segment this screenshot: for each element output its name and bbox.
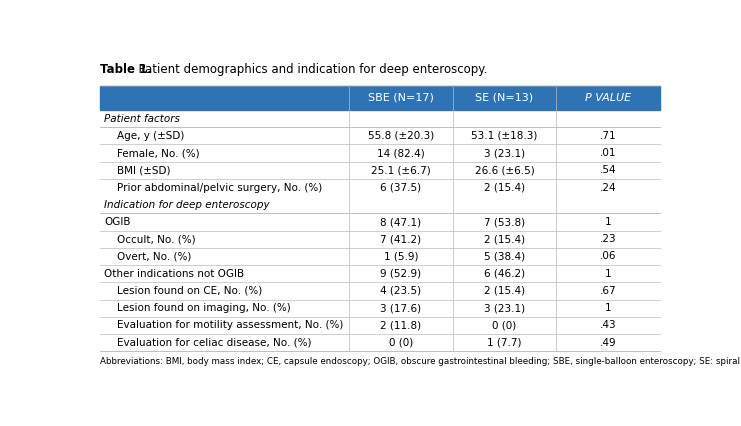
Text: Other indications not OGIB: Other indications not OGIB bbox=[104, 269, 245, 279]
Text: Evaluation for celiac disease, No. (%): Evaluation for celiac disease, No. (%) bbox=[117, 338, 311, 348]
Text: Table 1.: Table 1. bbox=[99, 63, 151, 75]
Text: 0 (0): 0 (0) bbox=[389, 338, 413, 348]
Text: 6 (46.2): 6 (46.2) bbox=[484, 269, 525, 279]
Text: .71: .71 bbox=[600, 131, 617, 141]
Text: 26.6 (±6.5): 26.6 (±6.5) bbox=[474, 165, 534, 176]
Text: Prior abdominal/pelvic surgery, No. (%): Prior abdominal/pelvic surgery, No. (%) bbox=[117, 183, 322, 193]
Text: 4 (23.5): 4 (23.5) bbox=[380, 286, 422, 296]
Text: 8 (47.1): 8 (47.1) bbox=[380, 217, 422, 227]
Text: 3 (17.6): 3 (17.6) bbox=[380, 303, 422, 313]
Text: 14 (82.4): 14 (82.4) bbox=[377, 148, 425, 158]
Text: SE (N=13): SE (N=13) bbox=[476, 93, 534, 103]
Bar bbox=[99, 213, 660, 230]
Text: .06: .06 bbox=[600, 251, 617, 262]
Text: OGIB: OGIB bbox=[104, 217, 130, 227]
Bar bbox=[99, 265, 660, 282]
Bar bbox=[99, 282, 660, 299]
Bar bbox=[99, 230, 660, 248]
Bar bbox=[99, 162, 660, 179]
Bar bbox=[99, 248, 660, 265]
Text: .01: .01 bbox=[600, 148, 617, 158]
Text: .67: .67 bbox=[600, 286, 617, 296]
Text: 25.1 (±6.7): 25.1 (±6.7) bbox=[371, 165, 431, 176]
Text: SBE (N=17): SBE (N=17) bbox=[368, 93, 433, 103]
Text: 3 (23.1): 3 (23.1) bbox=[484, 148, 525, 158]
Text: .54: .54 bbox=[600, 165, 617, 176]
Text: 53.1 (±18.3): 53.1 (±18.3) bbox=[471, 131, 538, 141]
Text: Patient demographics and indication for deep enteroscopy.: Patient demographics and indication for … bbox=[130, 63, 487, 75]
Text: Lesion found on imaging, No. (%): Lesion found on imaging, No. (%) bbox=[117, 303, 290, 313]
Text: Abbreviations: BMI, body mass index; CE, capsule endoscopy; OGIB, obscure gastro: Abbreviations: BMI, body mass index; CE,… bbox=[99, 357, 741, 366]
Text: .24: .24 bbox=[600, 183, 617, 193]
Text: 2 (15.4): 2 (15.4) bbox=[484, 234, 525, 244]
Bar bbox=[99, 179, 660, 196]
Text: Evaluation for motility assessment, No. (%): Evaluation for motility assessment, No. … bbox=[117, 320, 343, 331]
Text: Overt, No. (%): Overt, No. (%) bbox=[117, 251, 191, 262]
Text: .23: .23 bbox=[600, 234, 617, 244]
Bar bbox=[99, 144, 660, 162]
Text: 2 (15.4): 2 (15.4) bbox=[484, 286, 525, 296]
Text: P VALUE: P VALUE bbox=[585, 93, 631, 103]
Text: 1: 1 bbox=[605, 217, 611, 227]
Text: 6 (37.5): 6 (37.5) bbox=[380, 183, 422, 193]
Bar bbox=[99, 299, 660, 317]
Text: BMI (±SD): BMI (±SD) bbox=[117, 165, 170, 176]
Bar bbox=[99, 334, 660, 351]
Text: 1: 1 bbox=[605, 269, 611, 279]
Text: Female, No. (%): Female, No. (%) bbox=[117, 148, 199, 158]
Text: Lesion found on CE, No. (%): Lesion found on CE, No. (%) bbox=[117, 286, 262, 296]
Text: .43: .43 bbox=[600, 320, 617, 331]
Text: 55.8 (±20.3): 55.8 (±20.3) bbox=[368, 131, 434, 141]
Text: 2 (11.8): 2 (11.8) bbox=[380, 320, 422, 331]
Bar bbox=[99, 317, 660, 334]
Text: Age, y (±SD): Age, y (±SD) bbox=[117, 131, 184, 141]
Text: 9 (52.9): 9 (52.9) bbox=[380, 269, 422, 279]
Text: 7 (41.2): 7 (41.2) bbox=[380, 234, 422, 244]
Bar bbox=[99, 86, 660, 110]
Text: 5 (38.4): 5 (38.4) bbox=[484, 251, 525, 262]
Text: .49: .49 bbox=[600, 338, 617, 348]
Text: 1: 1 bbox=[605, 303, 611, 313]
Bar bbox=[99, 127, 660, 144]
Text: Occult, No. (%): Occult, No. (%) bbox=[117, 234, 196, 244]
Text: 3 (23.1): 3 (23.1) bbox=[484, 303, 525, 313]
Text: Indication for deep enteroscopy: Indication for deep enteroscopy bbox=[104, 200, 270, 210]
Text: 1 (7.7): 1 (7.7) bbox=[488, 338, 522, 348]
Bar bbox=[99, 110, 660, 127]
Text: 7 (53.8): 7 (53.8) bbox=[484, 217, 525, 227]
Text: 1 (5.9): 1 (5.9) bbox=[384, 251, 418, 262]
Text: Patient factors: Patient factors bbox=[104, 114, 180, 124]
Text: 0 (0): 0 (0) bbox=[492, 320, 516, 331]
Text: 2 (15.4): 2 (15.4) bbox=[484, 183, 525, 193]
Bar bbox=[99, 196, 660, 213]
